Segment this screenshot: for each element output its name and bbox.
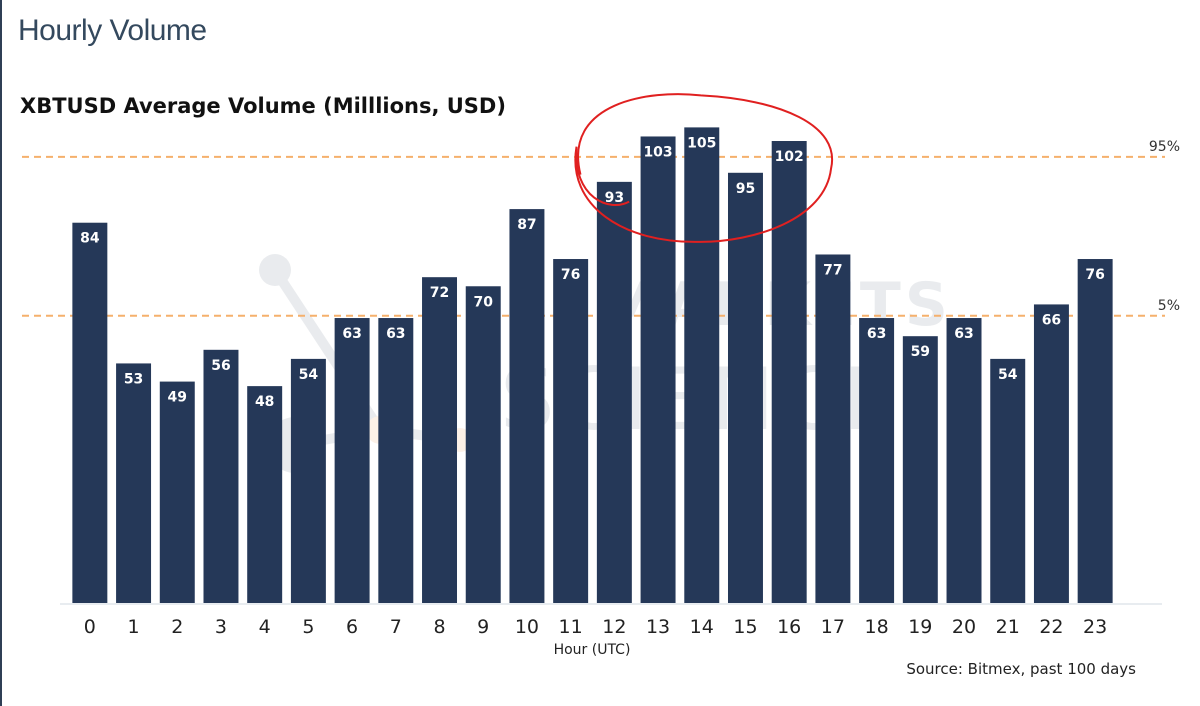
bar-7 [378, 318, 414, 604]
bar-22 [1033, 304, 1069, 604]
x-tick-label-17: 17 [821, 616, 845, 638]
bar-value-label-21: 54 [998, 367, 1018, 383]
bar-value-label-12: 93 [605, 190, 624, 206]
x-tick-label-3: 3 [215, 616, 227, 638]
x-tick-label-9: 9 [477, 616, 489, 638]
bar-9 [465, 286, 501, 604]
x-tick-label-1: 1 [128, 616, 140, 638]
x-tick-label-18: 18 [865, 616, 889, 638]
bar-12 [596, 181, 632, 604]
bar-value-label-8: 72 [430, 285, 449, 301]
x-tick-label-15: 15 [733, 616, 757, 638]
bar-value-label-6: 63 [342, 326, 361, 342]
x-tick-label-8: 8 [433, 616, 445, 638]
x-tick-label-14: 14 [690, 616, 714, 638]
chart-title: XBTUSD Average Volume (Milllions, USD) [20, 94, 506, 118]
bar-3 [203, 349, 239, 604]
x-tick-label-12: 12 [602, 616, 626, 638]
bar-value-label-11: 76 [561, 267, 580, 283]
bar-17 [815, 254, 851, 605]
bar-1 [116, 363, 152, 604]
x-tick-label-5: 5 [302, 616, 314, 638]
x-tick-label-20: 20 [952, 616, 976, 638]
bar-value-label-5: 54 [299, 367, 319, 383]
bars: 84 53 49 56 48 54 63 63 72 70 87 76 93 103 105 95 102 77 6… [72, 127, 1113, 605]
left-border [0, 0, 2, 706]
x-tick-label-19: 19 [908, 616, 932, 638]
x-tick-label-23: 23 [1083, 616, 1107, 638]
bar-15 [727, 172, 763, 605]
bar-value-label-3: 56 [211, 358, 230, 374]
bar-value-label-14: 105 [687, 135, 716, 151]
x-tick-label-4: 4 [259, 616, 271, 638]
x-tick-label-22: 22 [1039, 616, 1063, 638]
bar-value-label-15: 95 [736, 181, 755, 197]
bar-13 [640, 136, 676, 605]
bar-value-label-1: 53 [124, 371, 143, 387]
x-tick-label-21: 21 [996, 616, 1020, 638]
bar-value-label-10: 87 [517, 217, 536, 233]
bar-value-label-16: 102 [775, 149, 804, 165]
x-tick-label-0: 0 [84, 616, 96, 638]
bar-4 [247, 386, 283, 604]
bar-6 [334, 318, 370, 604]
bar-value-label-19: 59 [911, 344, 930, 360]
bar-23 [1077, 259, 1113, 604]
bar-20 [946, 318, 982, 604]
bar-value-label-23: 76 [1085, 267, 1104, 283]
bar-value-label-2: 49 [168, 390, 187, 406]
bar-value-label-4: 48 [255, 394, 274, 410]
bar-value-label-13: 103 [643, 144, 672, 160]
reference-line-label-0: 95% [1149, 139, 1180, 155]
bar-2 [159, 381, 195, 604]
bar-value-label-7: 63 [386, 326, 405, 342]
x-tick-label-7: 7 [390, 616, 402, 638]
x-tick-label-10: 10 [515, 616, 539, 638]
annotation-circle-0 [574, 93, 834, 243]
x-tick-label-13: 13 [646, 616, 670, 638]
source-note: Source: Bitmex, past 100 days [906, 660, 1136, 678]
reference-line-label-1: 5% [1158, 298, 1180, 314]
bar-0 [72, 222, 108, 604]
reference-lines: 95% 5% [22, 139, 1180, 317]
bar-value-label-9: 70 [473, 294, 493, 310]
bar-10 [509, 209, 545, 605]
bar-18 [859, 318, 895, 604]
x-tick-label-6: 6 [346, 616, 358, 638]
x-tick-label-11: 11 [559, 616, 583, 638]
x-axis-label: Hour (UTC) [554, 642, 631, 658]
bar-value-label-18: 63 [867, 326, 886, 342]
annotations [574, 93, 834, 243]
bar-value-label-20: 63 [954, 326, 973, 342]
bar-19 [902, 336, 938, 604]
bar-value-label-22: 66 [1042, 312, 1061, 328]
bar-21 [990, 358, 1026, 604]
x-tick-label-16: 16 [777, 616, 801, 638]
x-axis: 0 1 2 3 4 5 6 7 8 9 10 11 12 13 14 15 16 17 18 19 20 21 22 23 [60, 603, 1162, 638]
bar-5 [290, 358, 326, 604]
bar-11 [553, 259, 589, 604]
bar-8 [422, 277, 458, 604]
bar-value-label-0: 84 [80, 231, 100, 247]
bar-value-label-17: 77 [823, 262, 842, 278]
bar-14 [684, 127, 720, 605]
bar-16 [771, 141, 807, 604]
x-tick-label-2: 2 [171, 616, 183, 638]
page-title: Hourly Volume [18, 14, 207, 47]
